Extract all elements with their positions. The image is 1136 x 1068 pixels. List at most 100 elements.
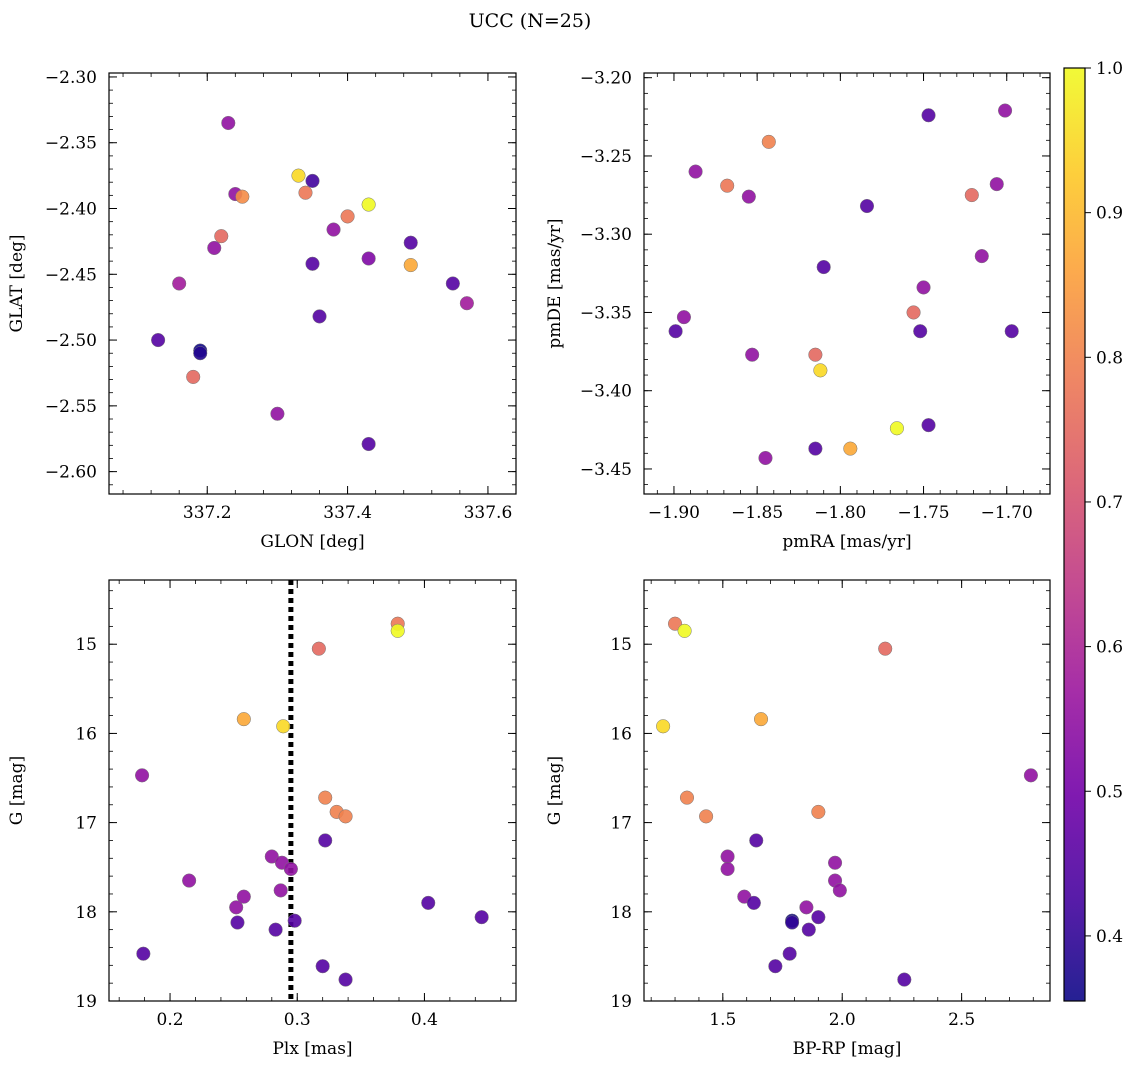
axes-frame (643, 72, 1051, 495)
panel-plx-g: 0.2 0.3 0.4 15 16 17 18 19 Plx [mas] G [mag] (7, 579, 517, 1059)
x-axis-label: GLON [deg] (260, 532, 364, 552)
scatter-point (746, 895, 761, 910)
x-tick-label: −1.85 (731, 503, 783, 523)
y-tick-label: −2.35 (45, 134, 97, 154)
scatter-point (913, 324, 928, 339)
scatter-point (236, 889, 251, 904)
y-tick-label: 17 (610, 814, 632, 834)
colorbar-fill (1064, 68, 1085, 1001)
scatter-point (679, 790, 695, 805)
colorbar: 0.4 0.5 0.6 0.7 0.8 0.9 1.0 (1063, 59, 1123, 1002)
scatter-point (236, 712, 251, 727)
scatter-point (207, 240, 222, 256)
colorbar-tick-label: 1.0 (1096, 59, 1123, 79)
x-tick-label: −1.90 (648, 503, 700, 523)
x-tick-label: 337.6 (464, 503, 513, 523)
scatter-point (668, 324, 683, 339)
x-tick-label: 0.4 (411, 1010, 438, 1030)
colorbar-tick-label: 0.8 (1096, 348, 1123, 368)
x-tick-label: −1.80 (814, 503, 866, 523)
y-tick-label: −3.45 (580, 460, 632, 480)
x-axis-label: BP-RP [mag] (793, 1039, 902, 1059)
scatter-point (811, 910, 826, 925)
y-tick-label: −3.40 (580, 382, 632, 402)
scatter-point (136, 946, 151, 961)
y-axis-label: G [mag] (545, 756, 565, 825)
scatter-point (813, 363, 828, 378)
scatter-point (474, 910, 489, 925)
axes-frame (108, 72, 517, 495)
colorbar-tick-label: 0.7 (1096, 493, 1123, 513)
scatter-point (897, 972, 912, 987)
scatter-point (785, 915, 800, 930)
y-tick-label: −3.25 (580, 147, 632, 167)
scatter-point (315, 959, 330, 974)
scatter-point (361, 251, 376, 266)
scatter-point (312, 309, 327, 324)
scatter-point (843, 441, 858, 456)
scatter-point (291, 168, 306, 183)
scatter-point (916, 280, 931, 295)
scatter-point (182, 873, 197, 888)
scatter-point (340, 209, 355, 224)
scatter-point (214, 229, 229, 244)
scatter-point (921, 108, 936, 123)
x-axis-label: pmRA [mas/yr] (782, 532, 911, 552)
scatter-point (268, 922, 283, 937)
scatter-point (403, 235, 418, 250)
scatter-point (720, 178, 735, 193)
scatter-point (318, 833, 333, 848)
scatter-point (832, 883, 847, 898)
scatter-point (667, 616, 683, 631)
scatter-point (998, 103, 1013, 118)
scatter-point (816, 260, 831, 275)
scatter-point (264, 849, 279, 864)
y-tick-label: −2.30 (45, 68, 97, 88)
x-tick-label: 2.0 (829, 1010, 856, 1030)
y-tick-label: −2.50 (45, 331, 97, 351)
scatter-point (1023, 768, 1038, 783)
panel-pmra-pmde: −1.90 −1.85 −1.80 −1.75 −1.70 −3.20 −3.25 −3.30… (545, 69, 1051, 552)
scatter-point (318, 790, 333, 805)
scatter-point (688, 164, 703, 179)
scatter-point (172, 276, 187, 291)
scatter-point (338, 809, 353, 824)
scatter-point (656, 719, 671, 734)
x-tick-label: 337.2 (183, 503, 232, 523)
scatter-point (298, 185, 313, 200)
scatter-point (808, 441, 823, 456)
scatter-point (745, 347, 760, 362)
scatter-point (811, 804, 826, 819)
y-tick-label: 15 (75, 635, 97, 655)
y-tick-label: 16 (610, 724, 632, 744)
y-axis-label: pmDE [mas/yr] (545, 218, 565, 348)
y-tick-label: −2.60 (45, 463, 97, 483)
scatter-points (151, 115, 474, 452)
scatter-point (878, 641, 893, 656)
panel-glon-glat: 337.2 337.4 337.6 −2.30 −2.35 −2.40 −2.45 −2.50… (7, 68, 517, 552)
x-tick-label: −1.75 (897, 503, 949, 523)
y-tick-label: 15 (610, 635, 632, 655)
scatter-point (361, 197, 376, 212)
scatter-point (676, 310, 691, 325)
scatter-point (338, 972, 353, 987)
scatter-point (186, 369, 201, 384)
scatter-point (1004, 324, 1019, 339)
scatter-point (859, 198, 875, 214)
scatter-point (459, 296, 474, 311)
scatter-point (889, 421, 904, 436)
y-tick-label: −2.40 (45, 200, 97, 220)
scatter-point (421, 895, 436, 910)
colorbar-tick-label: 0.4 (1096, 927, 1123, 947)
x-tick-label: −1.70 (981, 503, 1033, 523)
y-tick-label: 17 (75, 814, 97, 834)
scatter-point (741, 189, 756, 204)
scatter-point (273, 883, 288, 898)
scatter-point (749, 833, 764, 848)
x-tick-label: 0.3 (284, 1010, 311, 1030)
scatter-point (445, 276, 460, 291)
scatter-point (135, 768, 150, 783)
y-tick-label: 19 (610, 992, 632, 1012)
panels: 337.2 337.4 337.6 −2.30 −2.35 −2.40 −2.45 −2.50… (7, 68, 1051, 1059)
